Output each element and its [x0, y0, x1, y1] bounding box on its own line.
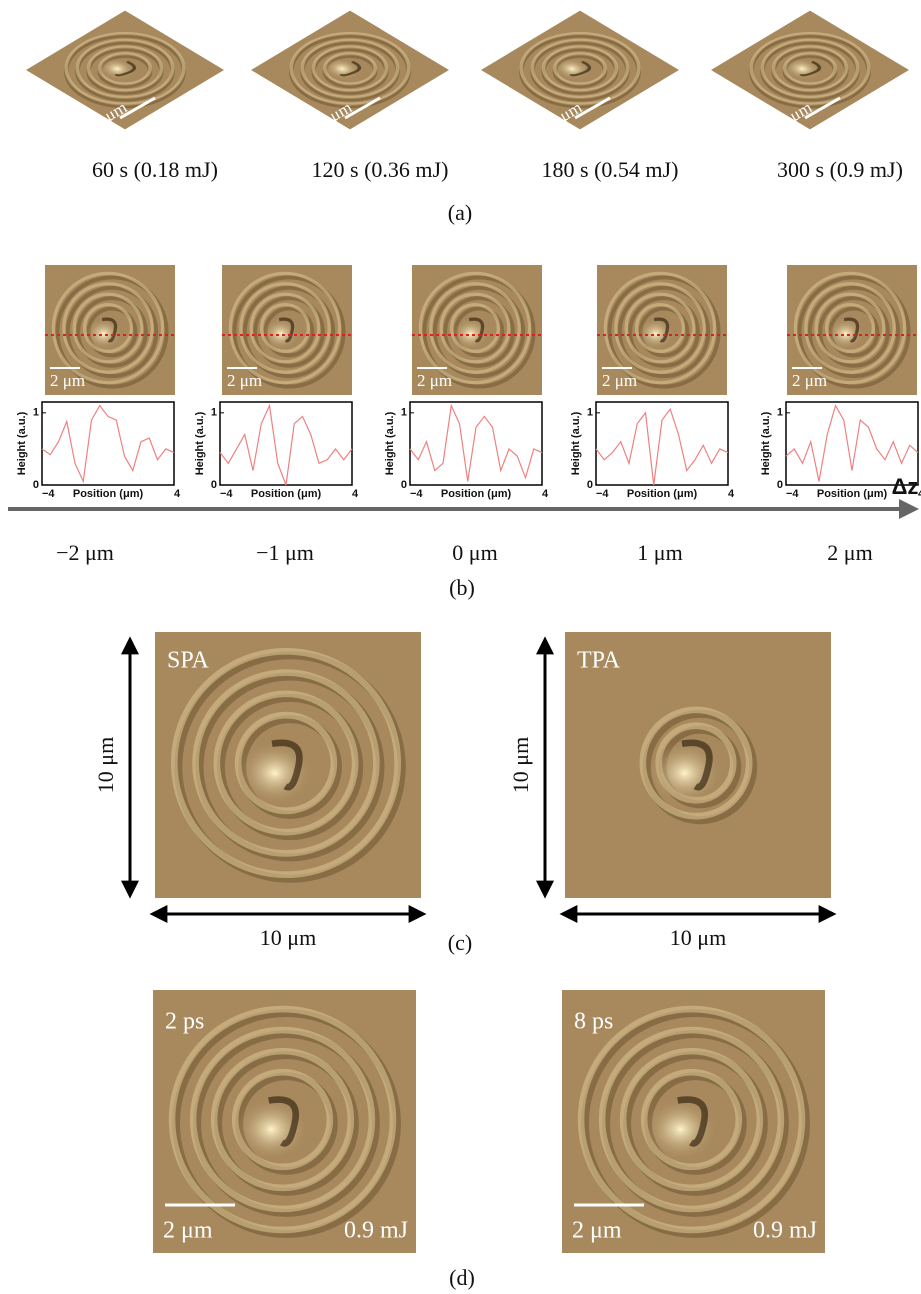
energy-label: 0.9 mJ [344, 1218, 408, 1244]
image-label: 2 ps [165, 1009, 204, 1035]
image-label: TPA [577, 648, 621, 674]
scale-bar-label: 2 μm [227, 371, 262, 390]
y-axis-label: Height (a.u.) [760, 411, 772, 475]
figure: 2 μm 60 s (0.18 mJ) 2 μm 120 s (0.36 mJ) 2 μ… [0, 0, 921, 1294]
x-tick-label: −4 [42, 488, 55, 500]
scale-bar-label: 2 μm [417, 371, 452, 390]
dimension-label: 10 μm [93, 737, 118, 793]
x-axis-label: Position (μm) [441, 488, 512, 500]
dimension-label: 10 μm [508, 737, 533, 793]
offset-label: −1 μm [256, 540, 314, 565]
x-tick-label: −4 [786, 488, 799, 500]
x-axis-label: Position (μm) [73, 488, 144, 500]
caption: 120 s (0.36 mJ) [312, 157, 449, 182]
image-label: 8 ps [574, 1009, 613, 1035]
profile-line [42, 406, 174, 482]
y-axis-label: Height (a.u.) [194, 411, 206, 475]
scale-bar-label: 2 μm [602, 371, 637, 390]
micrographs [26, 11, 917, 1253]
y-tick-label: 1 [587, 407, 593, 419]
offset-label: 2 μm [827, 540, 872, 565]
x-axis-label: Position (μm) [251, 488, 322, 500]
plot-frame [42, 402, 174, 485]
x-tick-label: 4 [352, 488, 359, 500]
scale-bar-label: 2 μm [572, 1218, 622, 1244]
offset-label: 0 μm [452, 540, 497, 565]
x-axis-label: Position (μm) [627, 488, 698, 500]
y-tick-label: 1 [211, 407, 217, 419]
profile-line [220, 406, 352, 485]
y-axis-label: Height (a.u.) [570, 411, 582, 475]
offset-label: −2 μm [56, 540, 114, 565]
caption: 180 s (0.54 mJ) [542, 157, 679, 182]
y-tick-label: 1 [33, 407, 39, 419]
panel-label: (b) [449, 575, 475, 600]
plot-frame [786, 402, 918, 485]
energy-label: 0.9 mJ [753, 1218, 817, 1244]
x-tick-label: −4 [410, 488, 423, 500]
y-tick-label: 0 [211, 479, 217, 491]
caption: 60 s (0.18 mJ) [92, 157, 218, 182]
x-axis-label: Position (μm) [817, 488, 888, 500]
profile-line [786, 406, 918, 482]
x-tick-label: 4 [728, 488, 735, 500]
y-tick-label: 1 [777, 407, 783, 419]
image-label: SPA [167, 648, 209, 674]
profile-line [410, 406, 542, 482]
y-tick-label: 1 [401, 407, 407, 419]
scale-bar-label: 2 μm [163, 1218, 213, 1244]
y-tick-label: 0 [401, 479, 407, 491]
scale-bar-label: 2 μm [50, 371, 85, 390]
plot-frame [596, 402, 728, 485]
y-tick-label: 0 [587, 479, 593, 491]
x-tick-label: −4 [220, 488, 233, 500]
panel-label: (d) [449, 1265, 475, 1290]
profile-line [596, 409, 728, 485]
y-axis-label: Height (a.u.) [384, 411, 396, 475]
x-tick-label: 4 [174, 488, 181, 500]
y-tick-label: 0 [33, 479, 39, 491]
panel-label: (a) [448, 200, 472, 225]
offset-label: 1 μm [637, 540, 682, 565]
dimension-label: 10 μm [670, 925, 726, 950]
y-tick-label: 0 [777, 479, 783, 491]
x-tick-label: 4 [542, 488, 549, 500]
plot-frame [410, 402, 542, 485]
dz-label: Δz [892, 474, 919, 499]
dimension-label: 10 μm [260, 925, 316, 950]
scale-bar-label: 2 μm [792, 371, 827, 390]
caption: 300 s (0.9 mJ) [777, 157, 903, 182]
x-tick-label: −4 [596, 488, 609, 500]
panel-label: (c) [448, 930, 472, 955]
y-axis-label: Height (a.u.) [16, 411, 28, 475]
